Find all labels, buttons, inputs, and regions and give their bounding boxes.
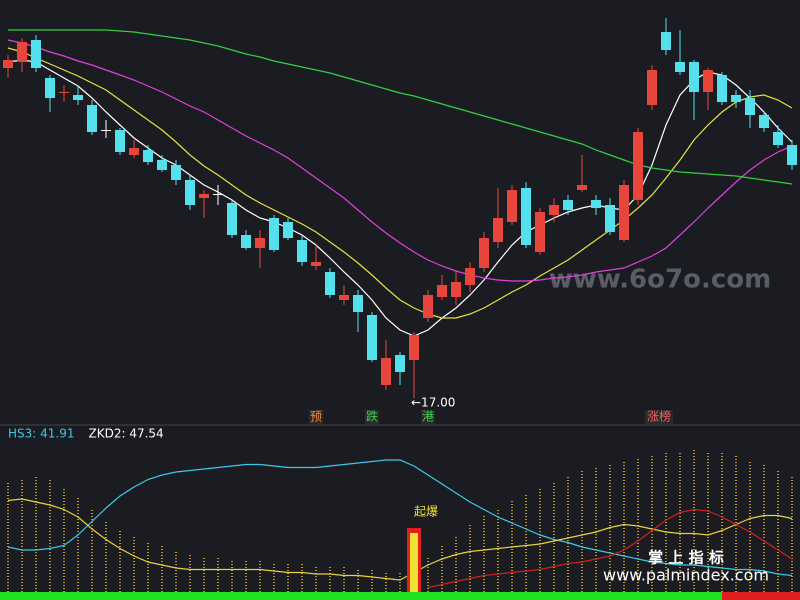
state-bar xyxy=(0,592,722,600)
candle-body xyxy=(227,203,237,235)
moving-average-line xyxy=(8,29,793,185)
candle-body xyxy=(479,238,489,268)
candle-body xyxy=(395,355,405,372)
candle-body xyxy=(269,218,279,250)
candle-body xyxy=(101,130,111,131)
candle-body xyxy=(311,262,321,266)
candle-body xyxy=(745,98,755,115)
state-bar xyxy=(722,592,800,600)
candle-body xyxy=(409,335,419,360)
candle-body xyxy=(577,185,587,190)
candle-body xyxy=(87,105,97,132)
signal-box xyxy=(309,410,323,424)
watermark: www.6o7o.com xyxy=(549,265,771,295)
signal-label: 涨榜 xyxy=(647,409,671,424)
candle-body xyxy=(731,95,741,102)
candle-body xyxy=(297,240,307,262)
candle-body xyxy=(661,32,671,50)
indicator-line xyxy=(7,459,793,577)
watermark: www.palmindex.com xyxy=(603,566,769,585)
low-annotation: ←17.00 xyxy=(411,396,455,410)
candle-body xyxy=(367,315,377,360)
candle-body xyxy=(3,60,13,68)
candle-body xyxy=(633,132,643,200)
candle-body xyxy=(255,238,265,248)
candle-body xyxy=(605,205,615,232)
candle-body xyxy=(157,160,167,170)
candle-body xyxy=(241,235,251,248)
signal-label: 起爆 xyxy=(414,505,438,519)
moving-average-line xyxy=(7,39,793,282)
candle-body xyxy=(689,62,699,92)
candle-body xyxy=(507,190,517,222)
indicator-line xyxy=(7,498,793,581)
legend-text: ZKD2: 47.54 xyxy=(89,427,164,441)
candle-body xyxy=(45,78,55,98)
candle-body xyxy=(703,70,713,92)
signal-bar-core xyxy=(410,533,418,593)
candle-body xyxy=(185,180,195,205)
candle-body xyxy=(647,70,657,105)
candle-body xyxy=(773,132,783,145)
candle-body xyxy=(339,295,349,300)
candle-body xyxy=(717,75,727,102)
candle-body xyxy=(31,40,41,68)
candle-body xyxy=(199,194,209,198)
moving-average-line xyxy=(7,59,793,337)
signal-label: 港 xyxy=(422,410,434,424)
signal-label: 预 xyxy=(310,410,322,424)
candle-body xyxy=(17,42,27,62)
candle-body xyxy=(143,150,153,162)
candle-body xyxy=(381,358,391,385)
signal-label: 跌 xyxy=(366,409,378,424)
candle-body xyxy=(283,222,293,238)
moving-average-line xyxy=(7,47,793,319)
candle-body xyxy=(325,272,335,295)
candle-body xyxy=(115,130,125,152)
candle-body xyxy=(787,145,797,165)
candle-body xyxy=(171,165,181,180)
candle-body xyxy=(465,268,475,285)
candle-body xyxy=(73,95,83,100)
watermark: 掌 上 指 标 xyxy=(648,549,724,567)
candle-body xyxy=(423,295,433,318)
candle-body xyxy=(437,285,447,297)
candle-body xyxy=(213,194,223,195)
indicator-line xyxy=(427,508,793,589)
legend-text: HS3: 41.91 xyxy=(8,427,75,441)
candle-body xyxy=(59,92,69,93)
candle-body xyxy=(129,148,139,155)
candle-body xyxy=(549,205,559,215)
candle-body xyxy=(493,218,503,242)
candle-body xyxy=(619,185,629,240)
signal-box xyxy=(645,410,673,424)
candle-body xyxy=(451,282,461,297)
candle-body xyxy=(759,115,769,128)
candle-body xyxy=(353,295,363,312)
candle-body xyxy=(521,188,531,245)
candle-body xyxy=(591,200,601,208)
signal-box xyxy=(365,410,379,424)
candle-body xyxy=(675,62,685,72)
candle-body xyxy=(535,212,545,252)
candle-body xyxy=(563,200,573,210)
signal-box xyxy=(421,410,435,424)
